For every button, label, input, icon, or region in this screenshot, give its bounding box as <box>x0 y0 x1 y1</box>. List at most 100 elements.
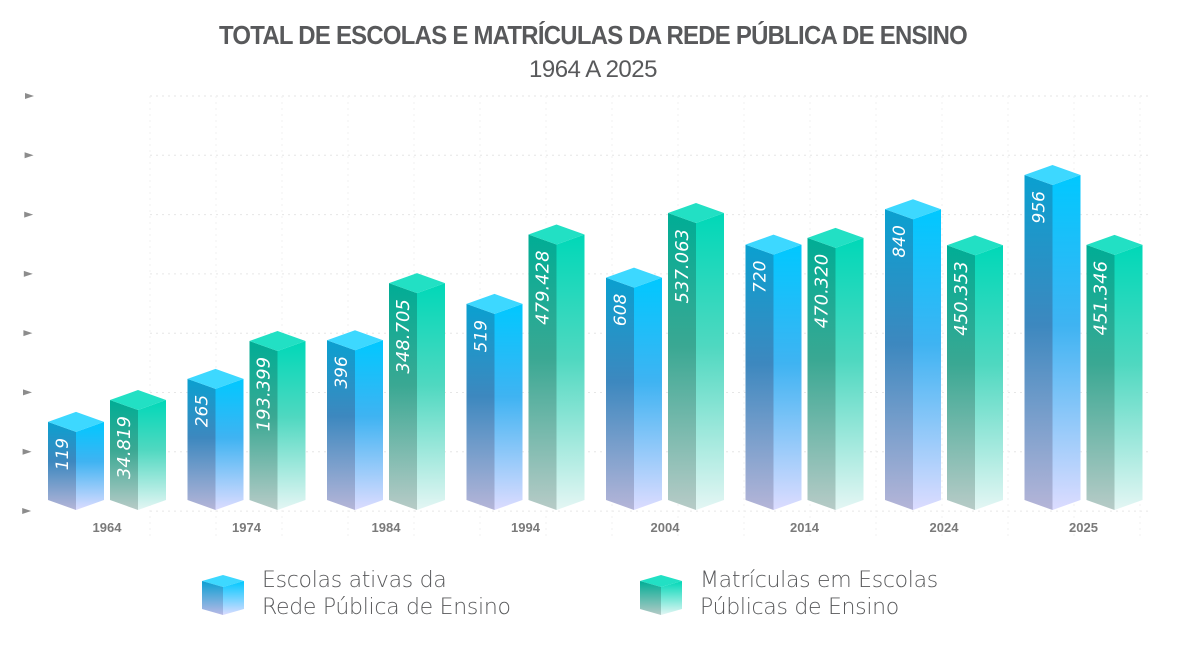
bar-left-face <box>48 421 76 510</box>
bar-matriculas-2024: 450.353 <box>947 235 1003 510</box>
bar-left-face <box>327 340 355 510</box>
bar-right-face <box>913 209 941 510</box>
bar-right-face <box>494 303 523 510</box>
bar-left-face <box>745 244 774 511</box>
bar-right-face <box>634 277 662 510</box>
data-label: 396 <box>332 356 352 389</box>
bar-matriculas-1974: 193.399 <box>249 330 306 510</box>
data-label: 720 <box>751 261 771 293</box>
data-label: 840 <box>890 225 910 257</box>
bar-escolas-2025: 956 <box>1024 165 1081 510</box>
bar-top-face <box>745 234 802 255</box>
bar-top-face <box>947 235 1003 256</box>
data-label: 119 <box>53 438 73 470</box>
bar-left-face <box>466 303 495 510</box>
bar-top-face <box>528 224 585 245</box>
bar-matriculas-2014: 470.320 <box>807 227 864 511</box>
bar-top-face <box>1024 165 1081 185</box>
bar-left-face <box>187 378 216 510</box>
bar-right-face <box>355 340 383 510</box>
x-tick-label: 1984 <box>372 520 402 535</box>
bar-left-face <box>947 245 975 510</box>
bar-top-face <box>606 267 662 288</box>
y-tick-marker <box>22 448 32 455</box>
bar-left-face <box>1086 244 1115 510</box>
y-tick-marker <box>24 152 34 159</box>
bar-left-face <box>389 283 417 510</box>
bar-matriculas-2004: 537.063 <box>668 203 724 510</box>
chart-subtitle: 1964 A 2025 <box>529 56 657 83</box>
bar-top-face <box>48 411 104 432</box>
bar-right-face <box>138 400 166 510</box>
bars: 119 34.819 265 193.399 396 348.705 519 479.428 6… <box>48 165 1143 511</box>
bar-matriculas-2025: 451.346 <box>1086 234 1143 510</box>
legend-item-escolas: Escolas ativas da Rede Pública de Ensino <box>200 567 511 621</box>
bar-right-face <box>556 234 585 511</box>
bar-top-face <box>187 368 244 389</box>
data-label: 265 <box>193 395 213 427</box>
bar-right-face <box>277 340 306 510</box>
bar-escolas-2004: 608 <box>606 267 662 510</box>
data-label: 451.346 <box>1091 261 1112 335</box>
legend-label-line2: Rede Pública de Ensino <box>262 595 511 620</box>
bar-top-face <box>110 390 166 411</box>
x-tick-label: 2014 <box>790 520 820 535</box>
bar-top-face <box>327 330 383 351</box>
bar-top-face <box>389 273 445 294</box>
bar-escolas-1994: 519 <box>466 293 523 510</box>
legend-label-line1: Escolas ativas da <box>262 568 447 593</box>
legend-label-line1: Matrículas em Escolas <box>700 568 938 593</box>
bar-right-face <box>773 244 802 511</box>
y-tick-marker <box>24 211 34 218</box>
data-label: 479.428 <box>533 250 554 324</box>
y-tick-marker <box>23 270 33 277</box>
legend-swatch-green-cube-icon <box>640 575 682 615</box>
legend-label-line2: Públicas de Ensino <box>700 595 899 620</box>
y-tick-marker <box>23 330 33 337</box>
bar-right-face <box>975 245 1003 510</box>
data-label: 519 <box>472 320 492 352</box>
legend-swatch-blue-cube-icon <box>202 575 244 615</box>
x-axis-labels: 1964 1974 1984 1994 2004 2014 2024 2025 <box>93 520 1098 535</box>
bar-top-face <box>249 330 306 351</box>
bar-escolas-2014: 720 <box>745 234 802 511</box>
bar-matriculas-1964: 34.819 <box>110 390 166 510</box>
bar-left-face <box>668 213 696 510</box>
bar-escolas-1984: 396 <box>327 330 383 510</box>
data-label: 34.819 <box>114 416 135 479</box>
bar-right-face <box>835 237 864 511</box>
bar-right-face <box>215 378 244 510</box>
bar-right-face <box>76 421 104 510</box>
x-tick-label: 2024 <box>930 520 960 535</box>
bar-top-face <box>668 203 724 223</box>
bar-left-face <box>1024 175 1053 510</box>
bar-escolas-1964: 119 <box>48 411 104 510</box>
chart-title: TOTAL DE ESCOLAS E MATRÍCULAS DA REDE PÚ… <box>218 20 968 50</box>
bar-escolas-2024: 840 <box>885 199 941 510</box>
bar-left-face <box>606 277 634 510</box>
bar-right-face <box>1114 244 1143 510</box>
bar-left-face <box>807 237 836 511</box>
y-tick-marker <box>25 93 34 99</box>
x-tick-label: 1994 <box>511 520 541 535</box>
x-tick-label: 1964 <box>93 520 123 535</box>
x-tick-label: 2004 <box>651 520 681 535</box>
x-tick-label: 2025 <box>1069 520 1098 535</box>
bar-right-face <box>696 213 724 510</box>
bar-top-face <box>1086 234 1143 255</box>
bar-left-face <box>110 400 138 510</box>
bar-matriculas-1994: 479.428 <box>528 224 585 511</box>
bar-top-face <box>885 199 941 220</box>
y-axis-ticks <box>22 93 34 514</box>
x-tick-label: 1974 <box>232 520 262 535</box>
data-label: 470.320 <box>812 254 833 328</box>
data-label: 450.353 <box>951 261 972 335</box>
bar-left-face <box>249 340 278 510</box>
data-label: 537.063 <box>672 229 693 303</box>
data-label: 193.399 <box>254 357 275 431</box>
bar-top-face <box>807 227 864 248</box>
data-label: 608 <box>611 293 631 326</box>
legend-item-matriculas: Matrículas em Escolas Públicas de Ensino <box>638 567 938 621</box>
bar-left-face <box>885 209 913 510</box>
